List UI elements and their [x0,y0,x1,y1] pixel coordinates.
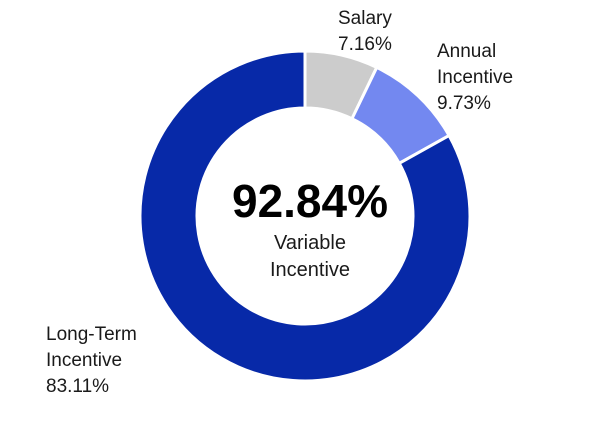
annual-incentive-label-line-2: Incentive [437,67,514,88]
salary-slice-label: Salary 7.16% [338,6,392,58]
long-term-incentive-slice-label: Long-Term Incentive 83.11% [46,322,137,400]
center-caption-line-2: Incentive [269,259,351,281]
center-total-value: 92.84% [231,175,388,227]
salary-value-label: 7.16% [338,34,392,55]
annual-incentive-value-label: 9.73% [437,93,491,114]
salary-label-line-1: Salary [338,8,392,29]
annual-incentive-label-line-1: Annual [437,41,497,62]
center-caption-line-1: Variable [274,232,346,254]
center-caption: Variable Incentive [205,230,415,284]
donut-slice-long-term-incentive [138,49,472,383]
long-term-incentive-label-line-1: Long-Term [46,324,137,345]
long-term-incentive-label-line-2: Incentive [46,350,123,371]
long-term-incentive-value-label: 83.11% [46,376,110,397]
annual-incentive-slice-label: Annual Incentive 9.73% [437,39,513,117]
